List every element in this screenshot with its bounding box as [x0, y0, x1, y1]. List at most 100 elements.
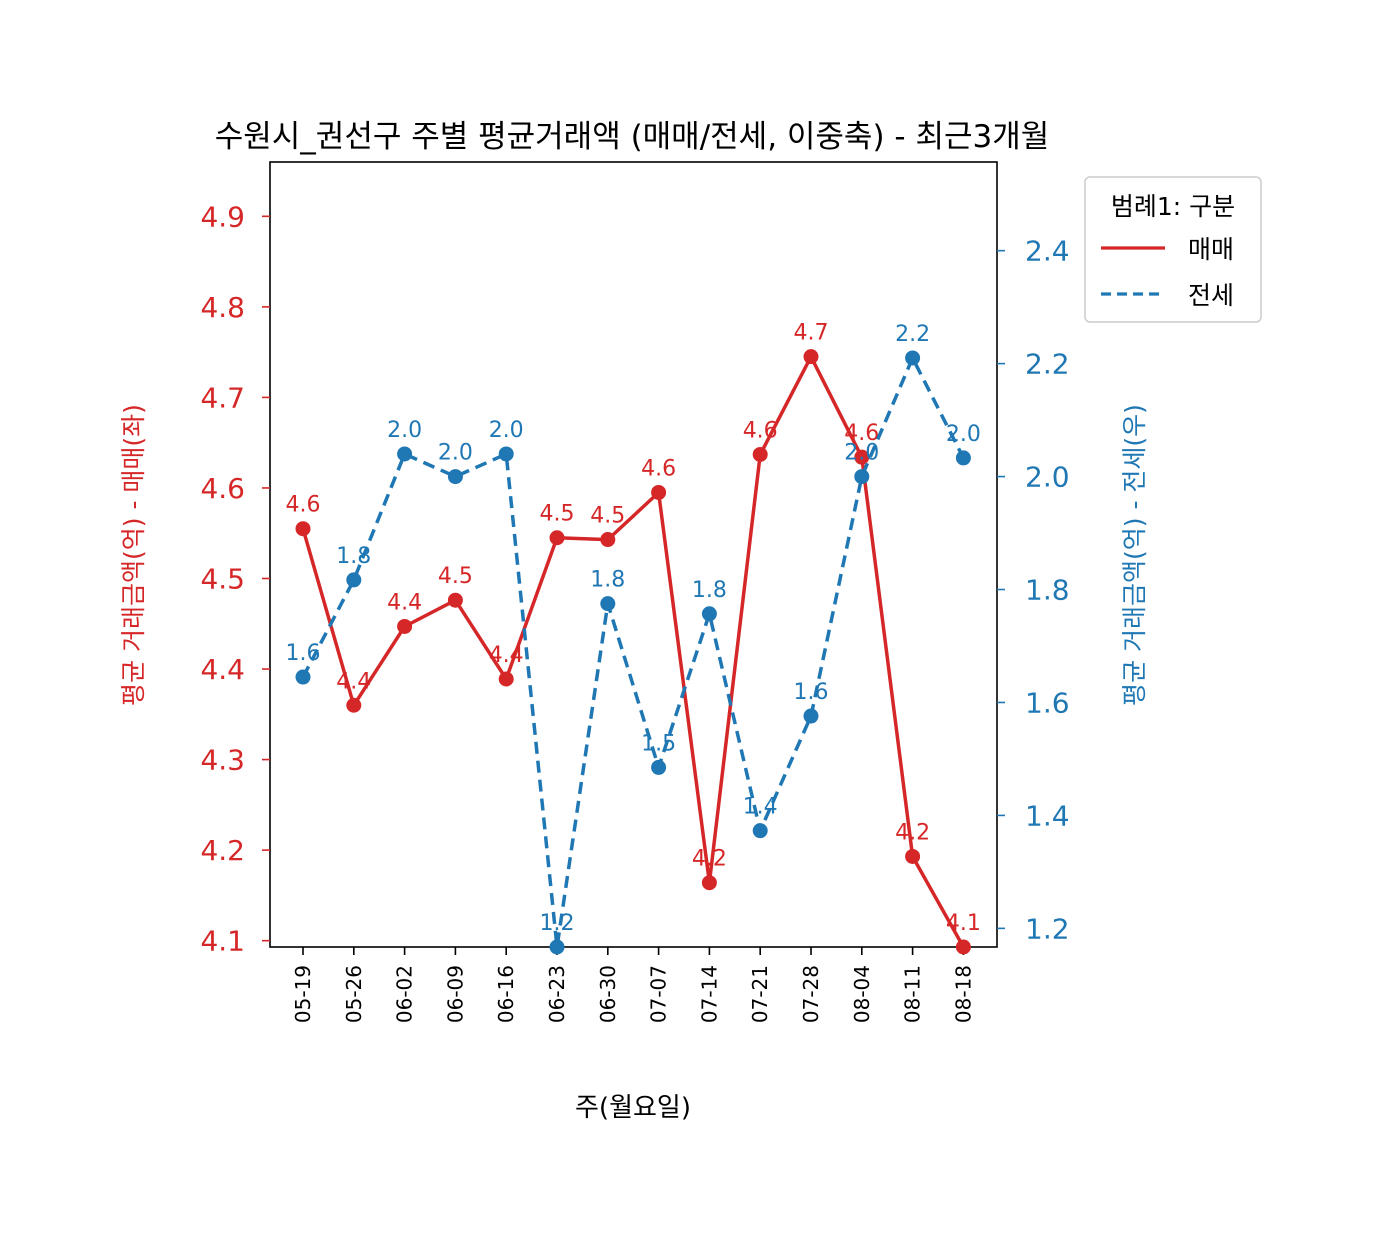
data-point [905, 848, 921, 864]
data-label: 4.1 [946, 911, 981, 936]
data-point [498, 446, 514, 462]
left-y-tick-label: 4.3 [200, 744, 245, 777]
right-y-tick-label: 1.8 [1025, 574, 1070, 607]
data-point [854, 469, 870, 485]
x-tick-label: 08-11 [901, 965, 925, 1023]
legend-label-sale: 매매 [1188, 235, 1234, 264]
right-y-tick-label: 1.2 [1025, 912, 1070, 945]
data-label: 2.0 [844, 441, 879, 466]
data-label: 4.2 [895, 820, 930, 845]
data-point [955, 450, 971, 466]
data-label: 1.8 [590, 568, 625, 593]
data-label: 1.4 [743, 795, 778, 820]
data-label: 1.5 [641, 731, 676, 756]
data-label: 4.2 [692, 847, 727, 872]
data-label: 2.0 [489, 418, 524, 443]
data-point [651, 759, 667, 775]
data-point [905, 350, 921, 366]
data-point [295, 669, 311, 685]
left-y-tick-label: 4.8 [200, 291, 245, 324]
data-point [447, 592, 463, 608]
plot-area-frame [269, 161, 998, 948]
data-label: 4.6 [844, 421, 879, 446]
legend-box [1084, 176, 1262, 323]
x-tick-label: 06-09 [443, 965, 467, 1023]
data-label: 1.8 [336, 544, 371, 569]
data-point [752, 446, 768, 462]
left-y-tick-label: 4.2 [200, 834, 245, 867]
data-label: 2.2 [895, 322, 930, 347]
right-y-tick-label: 2.2 [1025, 348, 1070, 381]
data-label: 1.8 [692, 578, 727, 603]
x-tick-label: 06-02 [393, 965, 417, 1023]
right-y-tick-label: 1.6 [1025, 686, 1070, 719]
right-y-axis: 1.2 1.4 1.6 1.8 2.0 2.2 2.4 [997, 235, 1070, 945]
data-point [397, 618, 413, 634]
data-point [803, 349, 819, 365]
legend: 범례1: 구분 매매 전세 [1084, 176, 1262, 323]
x-tick-label: 07-14 [697, 965, 721, 1023]
legend-title: 범례1: 구분 [1111, 192, 1235, 221]
data-point [549, 530, 565, 546]
x-tick-label: 07-21 [748, 965, 772, 1023]
data-label: 2.0 [387, 418, 422, 443]
data-label: 1.6 [286, 641, 321, 666]
series-line-sale [301, 354, 965, 948]
data-point [854, 449, 870, 465]
data-label: 2.0 [438, 441, 473, 466]
data-label: 4.4 [489, 643, 524, 668]
data-point [651, 484, 667, 500]
series-line-jeonse [301, 356, 965, 949]
left-y-tick-label: 4.7 [200, 381, 245, 414]
left-y-tick-label: 4.1 [200, 925, 245, 958]
data-point [397, 446, 413, 462]
data-point [600, 532, 616, 548]
chart-title: 수원시_권선구 주별 평균거래액 (매매/전세, 이중축) - 최근3개월 [215, 119, 1050, 155]
data-label: 4.6 [286, 493, 321, 518]
right-y-tick-label: 1.4 [1025, 799, 1070, 832]
data-point [498, 671, 514, 687]
data-label: 4.6 [743, 418, 778, 443]
data-label: 4.5 [540, 502, 575, 527]
legend-label-jeonse: 전세 [1188, 281, 1234, 310]
data-point [346, 697, 362, 713]
data-point [549, 939, 565, 955]
x-tick-label: 08-04 [850, 965, 874, 1023]
data-label: 4.4 [336, 669, 371, 694]
x-tick-label: 07-07 [647, 965, 671, 1023]
data-label: 4.6 [641, 456, 676, 481]
right-y-axis-label: 평균 거래금액(억) - 전세(우) [1120, 404, 1149, 706]
left-y-tick-label: 4.9 [200, 200, 245, 233]
data-point [701, 606, 717, 622]
series-layer: 4.6 4.4 4.4 4.5 4.4 4.5 4.5 4.6 4.2 4.6 4.7 4.6 4.2 4… [286, 321, 981, 955]
data-point [295, 521, 311, 537]
data-point [600, 596, 616, 612]
x-tick-label: 07-28 [799, 965, 823, 1023]
data-point [752, 823, 768, 839]
data-label: 4.7 [794, 321, 829, 346]
x-tick-label: 06-23 [545, 965, 569, 1023]
x-tick-label: 06-30 [596, 965, 620, 1023]
x-axis: 05-19 05-26 06-02 06-09 06-16 06-23 06-30 07-07… [291, 947, 975, 1023]
left-y-tick-label: 4.6 [200, 472, 245, 505]
data-point [701, 875, 717, 891]
left-y-axis-label: 평균 거래금액(억) - 매매(좌) [119, 404, 148, 706]
data-label: 1.2 [540, 911, 575, 936]
left-y-axis: 4.1 4.2 4.3 4.4 4.5 4.6 4.7 4.8 4.9 [200, 200, 270, 958]
data-point [803, 708, 819, 724]
data-label: 4.5 [590, 504, 625, 529]
left-y-tick-label: 4.5 [200, 562, 245, 595]
data-label: 1.6 [794, 680, 829, 705]
x-tick-label: 05-19 [291, 965, 315, 1023]
data-point [447, 469, 463, 485]
right-y-tick-label: 2.0 [1025, 461, 1070, 494]
left-y-tick-label: 4.4 [200, 653, 245, 686]
x-tick-label: 05-26 [342, 965, 366, 1023]
x-tick-label: 06-16 [494, 965, 518, 1023]
data-label: 4.5 [438, 564, 473, 589]
data-point [955, 939, 971, 955]
data-label: 4.4 [387, 590, 422, 615]
x-axis-label: 주(월요일) [575, 1093, 691, 1123]
data-label: 2.0 [946, 422, 981, 447]
right-y-tick-label: 2.4 [1025, 235, 1070, 268]
